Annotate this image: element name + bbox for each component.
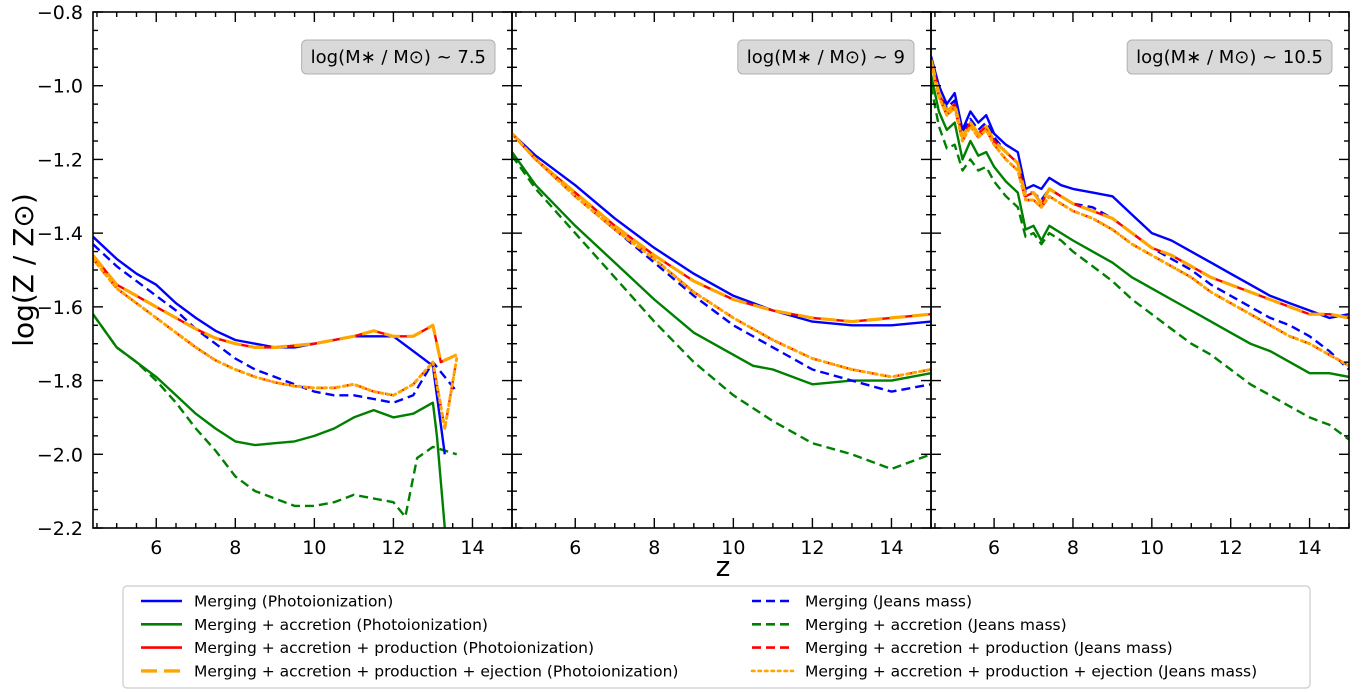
x-tick-label: 10 [1140,537,1164,559]
legend-label: Merging + accretion + production + eject… [194,662,678,680]
mass-annotation: log(M∗ / M⊙) ~ 10.5 [1126,39,1333,75]
x-tick-label: 12 [381,537,405,559]
series-line-7 [931,63,1349,367]
x-axis-title: z [716,550,731,583]
panel-1: 6 8 10 12 14 −0.8 −1.0 −1.2 −1.4 −1.6 −1.8 −2.0 −2.2… [37,2,513,559]
series-line-3 [931,59,1349,320]
annotation-box [1126,39,1333,75]
series-line-6 [512,155,931,471]
x-tick-label: 8 [229,537,241,559]
legend-frame [122,585,1311,689]
y-axis-title: log(Z / Z⊙) [7,193,40,347]
series-line-6 [93,313,458,519]
annotation-box [737,39,915,75]
panel-2: 6 8 10 12 14 log(M∗ / M⊙) ~ 9 [511,11,932,559]
legend-label: Merging (Jeans mass) [805,593,972,611]
annotation-text: log(M∗ / M⊙) ~ 10.5 [1136,47,1323,68]
legend: Merging (Photoionization) Merging + accre… [122,585,1311,689]
x-tick-label: 14 [879,537,903,559]
panel-frame [92,11,513,529]
series-line-4 [93,254,458,364]
series-line-5 [931,59,1349,371]
x-tick-label: 12 [1219,537,1243,559]
panel-3: 6 8 10 12 14 log(M∗ / M⊙) ~ 10.5 [930,11,1350,559]
annotation-box [301,39,496,75]
x-tick-label: 14 [460,537,484,559]
panel-frame [930,11,1350,529]
annotation-text: log(M∗ / M⊙) ~ 7.5 [311,47,486,68]
y-tick-label: −1.8 [37,371,83,393]
series-group [93,235,459,528]
legend-item: Merging + accretion (Photoionization) [141,616,488,634]
legend-item: Merging + accretion + production + eject… [750,662,1257,680]
y-tick-label: −0.8 [37,2,83,24]
x-tick-label: 12 [800,537,824,559]
series-line-5 [512,132,931,393]
legend-item: Merging + accretion + production (Photoi… [141,639,594,657]
annotation-text: log(M∗ / M⊙) ~ 9 [747,47,905,68]
x-tick-label: 14 [1297,537,1321,559]
mass-annotation: log(M∗ / M⊙) ~ 9 [737,39,915,75]
series-line-8 [931,62,1349,368]
x-tick-label: 10 [721,537,745,559]
x-tick-label: 6 [988,537,1000,559]
legend-item: Merging (Jeans mass) [752,593,972,611]
x-tick-label: 6 [150,537,162,559]
series-line-1 [93,235,446,455]
y-tick-label: −1.0 [37,76,83,98]
series-line-2 [512,151,931,386]
series-group [512,132,931,471]
y-tick-label: −1.6 [37,297,83,319]
series-line-7 [512,132,931,379]
legend-item: Merging + accretion + production (Jeans … [752,639,1173,657]
legend-label: Merging + accretion + production (Photoi… [194,639,594,657]
x-tick-label: 8 [648,537,660,559]
panels-layer: 6 8 10 12 14 −0.8 −1.0 −1.2 −1.4 −1.6 −1.8 −2.0 −2.2… [37,2,1350,559]
series-line-4 [931,59,1349,320]
legend-item: Merging + accretion + production + eject… [141,662,678,680]
legend-item: Merging (Photoionization) [141,593,393,611]
y-tick-label: −2.0 [37,444,83,466]
series-line-1 [512,132,931,327]
y-tick-label: −1.2 [37,149,83,171]
legend-label: Merging + accretion + production (Jeans … [805,639,1173,657]
series-line-6 [931,85,1349,441]
series-group [931,55,1349,441]
y-tick-label: −2.2 [37,518,83,540]
mass-annotation: log(M∗ / M⊙) ~ 7.5 [301,39,496,75]
series-line-2 [931,74,1349,379]
series-line-8 [93,257,459,430]
legend-label: Merging + accretion (Jeans mass) [805,616,1067,634]
legend-label: Merging (Photoionization) [194,593,393,611]
series-line-2 [93,313,446,528]
series-line-4 [512,132,931,324]
series-line-1 [931,55,1349,320]
x-tick-label: 10 [302,537,326,559]
panel-frame [511,11,932,529]
legend-label: Merging + accretion (Photoionization) [194,616,488,634]
x-tick-label: 8 [1067,537,1079,559]
x-tick-label: 6 [569,537,581,559]
y-tick-label: −1.4 [37,223,83,245]
series-line-5 [93,243,458,404]
series-line-8 [512,132,931,379]
legend-item: Merging + accretion (Jeans mass) [752,616,1067,634]
legend-label: Merging + accretion + production + eject… [805,662,1257,680]
